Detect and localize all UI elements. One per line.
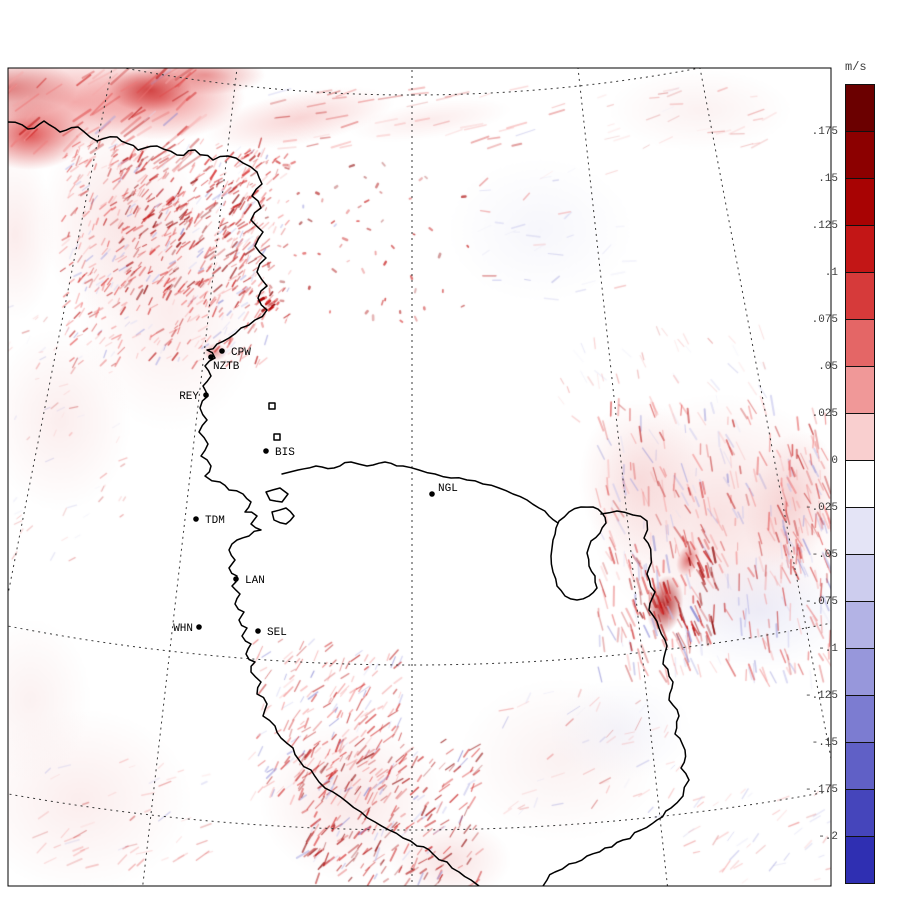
colorbar-segment [845,131,875,179]
colorbar-segment [845,225,875,273]
map-border [7,67,832,887]
station-label-lan: LAN [245,575,265,587]
stations: CPW NZTB REY BIS NGL TDM LAN WHN SEL [173,347,458,639]
coastline-right [542,510,690,886]
coastline-main [8,120,480,886]
colorbar [845,84,875,884]
station-label-sel: SEL [267,627,287,639]
colorbar-segment [845,366,875,414]
islet-outline [271,507,295,525]
station-label-tdm: TDM [205,515,225,527]
colorbar-segment [845,460,875,508]
coastline-ice-tongue [281,461,559,524]
station-label-cpw: CPW [231,347,251,359]
station-marker-bis [263,448,269,454]
colorbar-segment [845,272,875,320]
islet-outline [268,402,276,410]
graticule-parallel [123,68,701,96]
station-marker-tdm [193,516,199,522]
graticule-meridian [8,68,113,597]
station-label-bis: BIS [275,447,295,459]
station-marker-rey [203,392,209,398]
station-label-nztb: NZTB [213,361,240,373]
colorbar-segment [845,789,875,837]
graticule-parallel [8,790,831,830]
graticule-meridian [699,68,831,762]
colorbar-segment [845,836,875,884]
colorbar-segment [845,554,875,602]
islet-outline [273,433,281,441]
colorbar-segment [845,178,875,226]
station-marker-lan [233,576,239,582]
colorbar-segment [845,601,875,649]
colorbar-segment [845,648,875,696]
station-label-whn: WHN [173,623,193,635]
graticule-meridian [577,68,668,886]
station-marker-sel [255,628,261,634]
station-marker-nztb [208,354,214,360]
colorbar-units-label: m/s [845,60,867,74]
colorbar-segment [845,695,875,743]
graticule-parallel [8,621,831,665]
station-marker-ngl [429,491,435,497]
colorbar-segment [845,319,875,367]
colorbar-segment [845,507,875,555]
island-outline [550,506,607,601]
colorbar-segment [845,742,875,790]
station-label-rey: REY [179,391,199,403]
station-label-ngl: NGL [438,483,458,495]
station-marker-whn [196,624,202,630]
station-marker-cpw [219,348,225,354]
graticule-meridian [142,68,238,886]
colorbar-segment [845,413,875,461]
colorbar-segment [845,84,875,132]
islet-outline [265,487,289,503]
